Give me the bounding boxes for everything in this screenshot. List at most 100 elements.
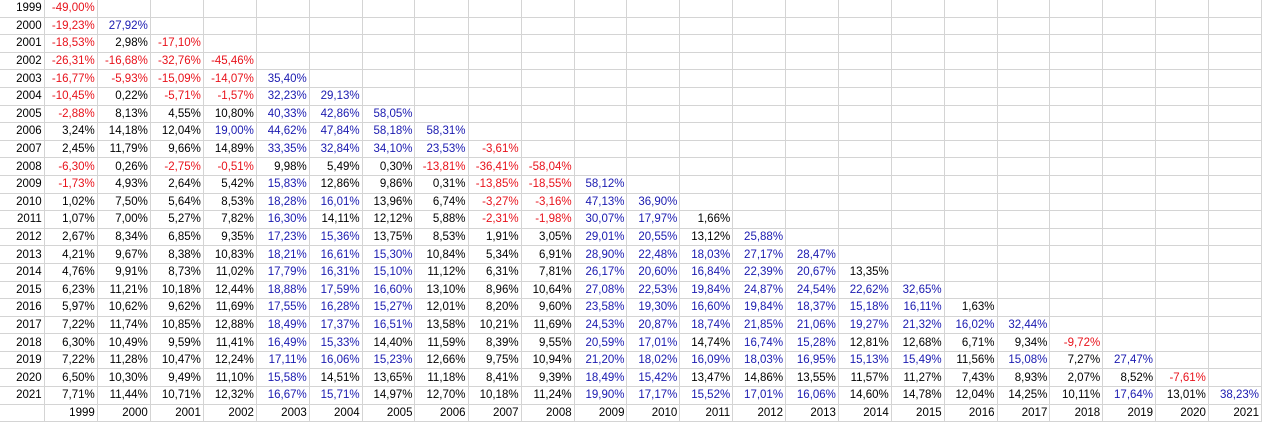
return-cell[interactable]: 13,12% xyxy=(679,228,734,247)
empty-cell[interactable] xyxy=(362,52,416,71)
empty-cell[interactable] xyxy=(679,157,734,176)
empty-cell[interactable] xyxy=(1208,0,1262,18)
return-cell[interactable]: 11,41% xyxy=(203,333,257,352)
empty-cell[interactable] xyxy=(626,34,681,53)
return-cell[interactable]: -58,04% xyxy=(521,157,575,176)
return-cell[interactable]: 40,33% xyxy=(256,105,310,124)
empty-cell[interactable] xyxy=(997,87,1051,106)
empty-cell[interactable] xyxy=(997,0,1051,18)
return-cell[interactable]: -1,98% xyxy=(521,210,575,229)
return-cell[interactable]: 11,69% xyxy=(521,316,575,335)
return-cell[interactable]: 9,39% xyxy=(521,368,575,388)
empty-cell[interactable] xyxy=(944,157,998,176)
return-cell[interactable]: 20,59% xyxy=(574,333,628,352)
empty-cell[interactable] xyxy=(679,140,734,159)
empty-cell[interactable] xyxy=(574,17,628,36)
empty-cell[interactable] xyxy=(1102,87,1157,106)
empty-cell[interactable] xyxy=(574,140,628,159)
return-cell[interactable]: -0,51% xyxy=(203,157,257,176)
empty-cell[interactable] xyxy=(732,105,787,124)
column-year-label[interactable]: 2017 xyxy=(997,404,1051,423)
empty-cell[interactable] xyxy=(944,17,998,36)
row-year-label[interactable]: 2012 xyxy=(0,228,45,247)
empty-cell[interactable] xyxy=(203,34,257,53)
return-cell[interactable]: 18,49% xyxy=(574,368,628,388)
empty-cell[interactable] xyxy=(362,87,416,106)
empty-cell[interactable] xyxy=(1208,175,1262,194)
return-cell[interactable]: 8,52% xyxy=(1102,368,1157,388)
empty-cell[interactable] xyxy=(997,193,1051,212)
return-cell[interactable]: 15,10% xyxy=(362,263,416,282)
return-cell[interactable]: 3,05% xyxy=(521,228,575,247)
return-cell[interactable]: 15,18% xyxy=(838,298,892,317)
empty-cell[interactable] xyxy=(679,105,734,124)
return-cell[interactable]: 17,55% xyxy=(256,298,310,317)
row-year-label[interactable]: 2003 xyxy=(0,69,45,88)
empty-cell[interactable] xyxy=(1102,263,1157,282)
row-year-label[interactable]: 2020 xyxy=(0,368,45,388)
empty-cell[interactable] xyxy=(838,34,892,53)
empty-cell[interactable] xyxy=(414,105,469,124)
empty-cell[interactable] xyxy=(838,69,892,88)
return-cell[interactable]: 4,93% xyxy=(97,175,151,194)
empty-cell[interactable] xyxy=(468,0,522,18)
empty-cell[interactable] xyxy=(468,17,522,36)
return-cell[interactable]: 17,59% xyxy=(309,281,363,300)
return-cell[interactable]: 27,47% xyxy=(1102,351,1157,370)
empty-cell[interactable] xyxy=(732,0,787,18)
return-cell[interactable]: -3,61% xyxy=(468,140,522,159)
empty-cell[interactable] xyxy=(1155,122,1209,141)
empty-cell[interactable] xyxy=(1049,316,1104,335)
return-cell[interactable]: 14,89% xyxy=(203,140,257,159)
column-year-label[interactable]: 1999 xyxy=(44,404,98,423)
empty-cell[interactable] xyxy=(944,140,998,159)
empty-cell[interactable] xyxy=(1049,122,1104,141)
empty-cell[interactable] xyxy=(679,17,734,36)
return-cell[interactable]: 16,51% xyxy=(362,316,416,335)
empty-cell[interactable] xyxy=(891,34,945,53)
empty-cell[interactable] xyxy=(1155,333,1209,352)
empty-cell[interactable] xyxy=(1208,281,1262,300)
return-cell[interactable]: 12,32% xyxy=(203,386,257,405)
column-year-label[interactable]: 2013 xyxy=(785,404,839,423)
return-cell[interactable]: -17,10% xyxy=(150,34,204,53)
return-cell[interactable]: 36,90% xyxy=(626,193,681,212)
return-cell[interactable]: 20,60% xyxy=(626,263,681,282)
empty-cell[interactable] xyxy=(626,122,681,141)
return-cell[interactable]: 13,96% xyxy=(362,193,416,212)
return-cell[interactable]: 32,84% xyxy=(309,140,363,159)
return-cell[interactable]: -18,53% xyxy=(44,34,98,53)
empty-cell[interactable] xyxy=(97,0,151,18)
empty-cell[interactable] xyxy=(944,122,998,141)
empty-cell[interactable] xyxy=(1208,105,1262,124)
empty-cell[interactable] xyxy=(468,122,522,141)
row-year-label[interactable]: 2004 xyxy=(0,87,45,106)
empty-cell[interactable] xyxy=(414,34,469,53)
empty-cell[interactable] xyxy=(891,210,945,229)
return-cell[interactable]: 10,62% xyxy=(97,298,151,317)
return-cell[interactable]: 20,55% xyxy=(626,228,681,247)
return-cell[interactable]: 5,49% xyxy=(309,157,363,176)
row-year-label[interactable]: 2010 xyxy=(0,193,45,212)
empty-cell[interactable] xyxy=(414,0,469,18)
return-cell[interactable]: 10,49% xyxy=(97,333,151,352)
empty-cell[interactable] xyxy=(1102,193,1157,212)
empty-cell[interactable] xyxy=(1102,122,1157,141)
empty-cell[interactable] xyxy=(838,140,892,159)
return-cell[interactable]: 10,80% xyxy=(203,105,257,124)
return-cell[interactable]: 27,08% xyxy=(574,281,628,300)
return-cell[interactable]: 17,64% xyxy=(1102,386,1157,405)
empty-cell[interactable] xyxy=(1102,333,1157,352)
empty-cell[interactable] xyxy=(679,52,734,71)
empty-cell[interactable] xyxy=(574,122,628,141)
empty-cell[interactable] xyxy=(1102,17,1157,36)
empty-cell[interactable] xyxy=(997,175,1051,194)
empty-cell[interactable] xyxy=(785,193,839,212)
empty-cell[interactable] xyxy=(1208,333,1262,352)
empty-cell[interactable] xyxy=(362,0,416,18)
empty-cell[interactable] xyxy=(1155,105,1209,124)
return-cell[interactable]: 35,40% xyxy=(256,69,310,88)
return-cell[interactable]: 19,00% xyxy=(203,122,257,141)
return-cell[interactable]: 15,33% xyxy=(309,333,363,352)
return-cell[interactable]: 16,11% xyxy=(891,298,945,317)
